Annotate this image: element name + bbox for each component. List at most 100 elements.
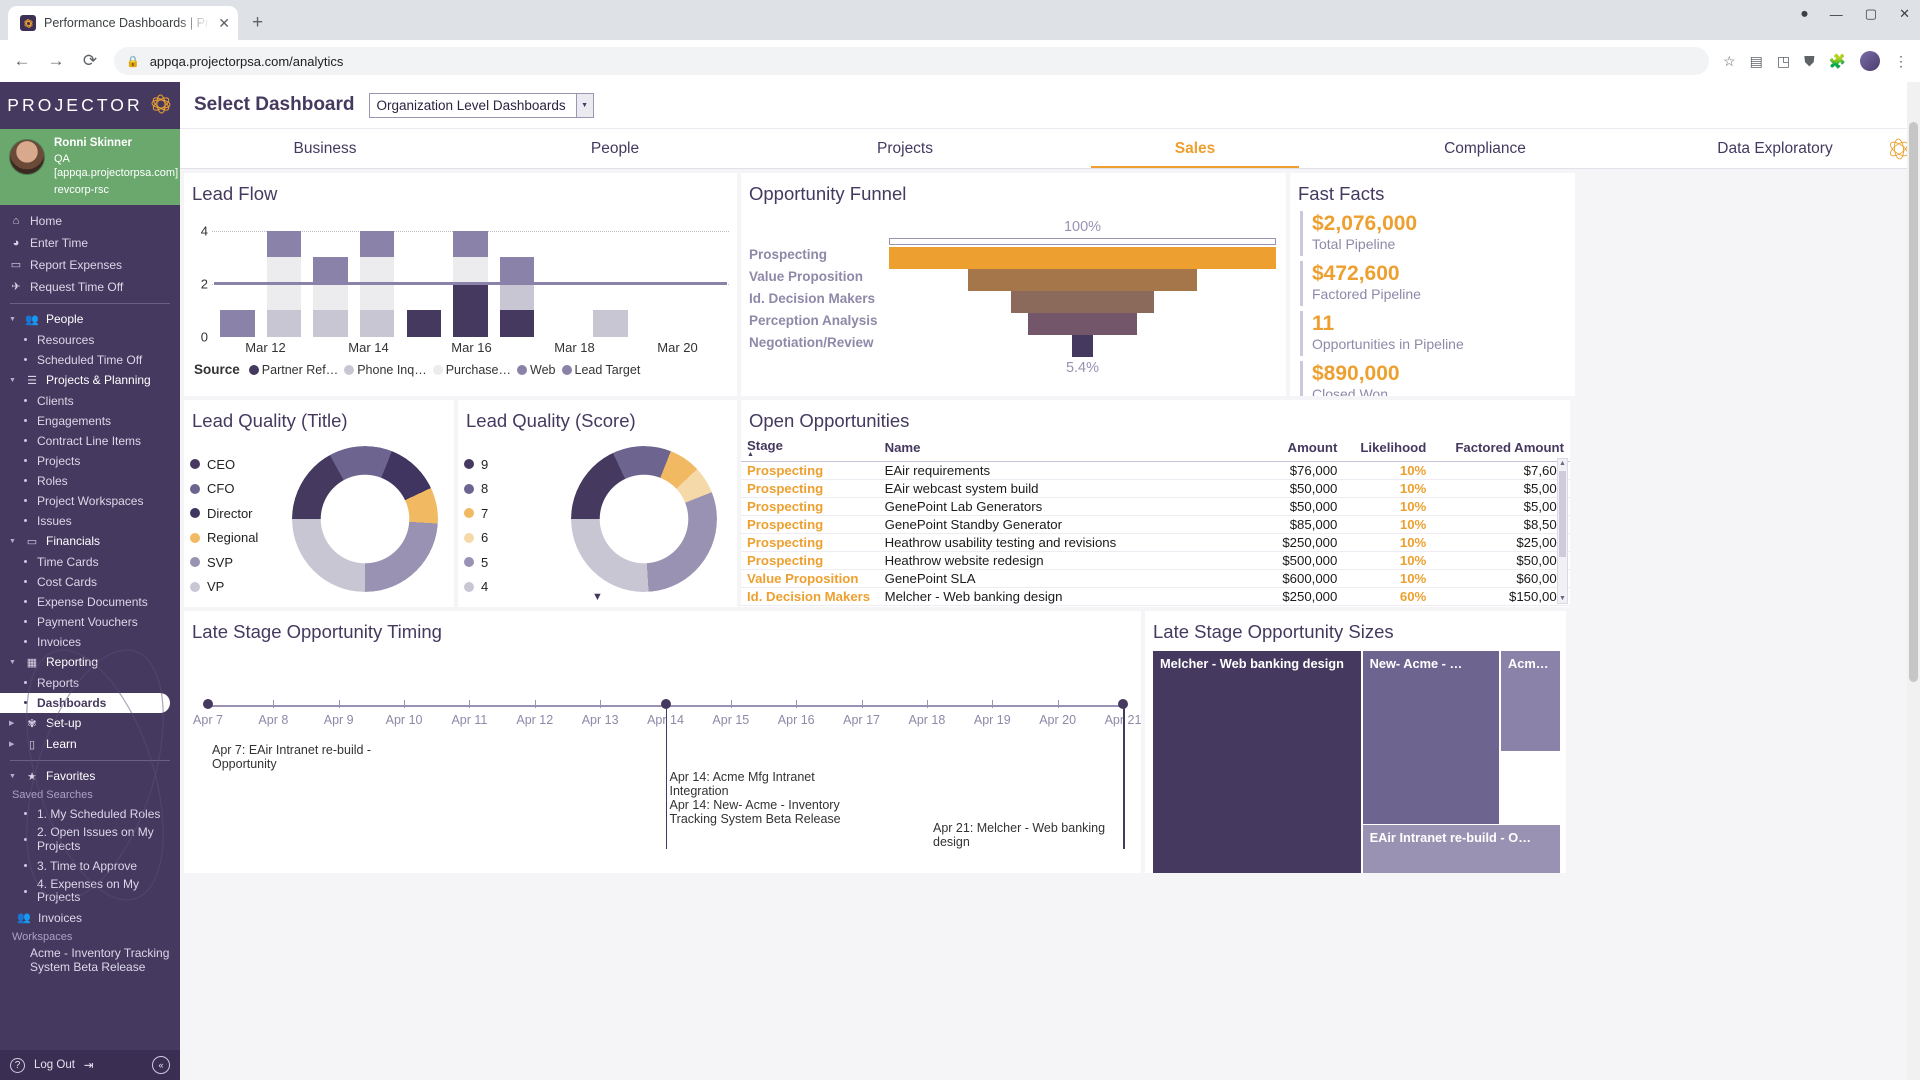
legend-item[interactable]: Partner Ref…: [248, 363, 338, 377]
table-row[interactable]: Id. Decision Makers Melcher - Web banking…: [741, 587, 1570, 606]
dashboard-select[interactable]: Organization Level Dashboards ▼: [368, 92, 594, 118]
tab-people[interactable]: People: [470, 129, 760, 168]
sidebar-item-request-time-off[interactable]: ✈ Request Time Off: [0, 276, 180, 298]
sidebar-item-resources[interactable]: Resources: [0, 330, 180, 350]
sidebar-item-report-expenses[interactable]: ▭ Report Expenses: [0, 254, 180, 276]
table-row[interactable]: Perception AnalysisAcme Mfg Intranet Int…: [741, 605, 1570, 607]
sidebar-item-enter-time[interactable]: ◕ Enter Time: [0, 232, 180, 254]
cast-icon[interactable]: ◳: [1776, 52, 1791, 69]
browser-tab[interactable]: Performance Dashboards | Proje ✕: [8, 6, 238, 40]
funnel-bar[interactable]: [889, 247, 1276, 269]
tab-data-exploratory[interactable]: Data Exploratory: [1630, 129, 1920, 168]
list-item[interactable]: 3. Time to Approve: [0, 856, 180, 876]
stacked-bar[interactable]: [266, 230, 302, 337]
sidebar-item-home[interactable]: ⌂ Home: [0, 210, 180, 232]
legend-item[interactable]: 5: [464, 550, 550, 575]
forward-icon[interactable]: →: [47, 51, 65, 70]
chevron-down-icon[interactable]: ▼: [575, 93, 593, 117]
treemap-cell[interactable]: New- Acme - …: [1362, 651, 1499, 825]
table-row[interactable]: Prospecting Heathrow usability testing an…: [741, 533, 1570, 552]
sidebar-item-projects[interactable]: Projects: [0, 451, 180, 471]
maximize-button[interactable]: ▢: [1864, 6, 1878, 21]
scrollbar-thumb[interactable]: [1559, 471, 1566, 557]
sidebar-item-dashboards[interactable]: Dashboards: [0, 692, 170, 713]
legend-item[interactable]: Director: [190, 501, 276, 526]
profile-indicator-icon[interactable]: ⏺: [1801, 6, 1808, 21]
close-tab-icon[interactable]: ✕: [218, 15, 230, 31]
sidebar-item-invoices[interactable]: 👥 Invoices: [0, 907, 180, 928]
column-header-name[interactable]: Name: [878, 436, 1255, 462]
close-window-button[interactable]: ✕: [1899, 6, 1910, 21]
legend-item[interactable]: Web: [517, 363, 556, 377]
sidebar-item-expense-documents[interactable]: Expense Documents: [0, 592, 180, 612]
funnel-bar[interactable]: [1010, 291, 1155, 313]
funnel-bar[interactable]: [1028, 313, 1137, 335]
column-header-likelihood[interactable]: Likelihood: [1343, 436, 1433, 462]
sidebar-group-favorites[interactable]: ▼ ★ Favorites: [0, 766, 180, 787]
chevron-right-icon[interactable]: ▶: [9, 741, 15, 749]
chevron-down-icon[interactable]: ▼: [9, 315, 16, 323]
table-row[interactable]: Prospecting EAir webcast system build $50,…: [741, 479, 1570, 498]
collapse-sidebar-button[interactable]: «: [152, 1056, 170, 1074]
wallet-icon[interactable]: ▤: [1749, 52, 1763, 69]
stacked-bar[interactable]: [406, 310, 442, 337]
treemap-cell[interactable]: Melcher - Web banking design: [1153, 651, 1361, 873]
stacked-bar[interactable]: [593, 310, 628, 337]
funnel-bar[interactable]: [968, 269, 1197, 291]
stacked-bar[interactable]: [220, 310, 255, 337]
profile-avatar[interactable]: [1860, 51, 1880, 71]
scroll-down-icon[interactable]: ▼: [1559, 595, 1566, 602]
table-row[interactable]: Prospecting GenePoint Lab Generators $50,0…: [741, 497, 1570, 516]
tab-sales[interactable]: Sales: [1050, 129, 1340, 168]
sidebar-item-payment-vouchers[interactable]: Payment Vouchers: [0, 612, 180, 632]
chevron-down-icon[interactable]: ▼: [9, 537, 16, 545]
legend-item[interactable]: 7: [464, 501, 550, 526]
address-bar[interactable]: 🔒 appqa.projectorpsa.com/analytics: [114, 47, 1710, 75]
sidebar-item-clients[interactable]: Clients: [0, 391, 180, 411]
legend-item[interactable]: CEO: [190, 452, 276, 477]
sidebar-group-set-up[interactable]: ▶ ✾ Set-up: [0, 713, 180, 734]
list-item[interactable]: 4. Expenses on My Projects: [0, 876, 180, 908]
sidebar-item-invoices[interactable]: Invoices: [0, 632, 180, 652]
table-scrollbar[interactable]: ▲ ▼: [1557, 458, 1568, 604]
sidebar-group-projects-planning[interactable]: ▼ ☰ Projects & Planning: [0, 370, 180, 391]
stacked-bar[interactable]: [499, 257, 535, 337]
column-header-factored-amount[interactable]: Factored Amount: [1432, 436, 1570, 462]
sidebar-item-time-cards[interactable]: Time Cards: [0, 552, 180, 572]
sidebar-item-scheduled-time-off[interactable]: Scheduled Time Off: [0, 350, 180, 370]
legend-item[interactable]: Lead Target: [561, 363, 640, 377]
extensions-icon[interactable]: 🧩: [1828, 52, 1846, 69]
back-icon[interactable]: ←: [13, 51, 31, 70]
table-row[interactable]: Prospecting Heathrow website redesign $500…: [741, 551, 1570, 570]
legend-item[interactable]: SVP: [190, 550, 276, 575]
new-tab-button[interactable]: +: [252, 12, 264, 33]
legend-item[interactable]: 4: [464, 575, 550, 600]
tab-business[interactable]: Business: [180, 129, 470, 168]
stacked-bar[interactable]: [453, 230, 488, 337]
column-header-stage[interactable]: Stage ▲: [741, 436, 879, 462]
table-row[interactable]: Value Proposition GenePoint SLA $600,000 10…: [741, 569, 1570, 588]
sidebar-item-reports[interactable]: Reports: [0, 673, 180, 693]
legend-item[interactable]: 9: [464, 452, 550, 477]
list-item[interactable]: 1. My Scheduled Roles: [0, 804, 180, 824]
user-profile-block[interactable]: Ronni Skinner QA [appqa.projectorpsa.com…: [0, 129, 180, 205]
logout-icon[interactable]: ⇥: [83, 1060, 94, 1072]
treemap-cell[interactable]: EAir Intranet re-build - O…: [1362, 825, 1560, 873]
page-scrollbar[interactable]: [1907, 82, 1920, 1080]
scroll-up-icon[interactable]: ▲: [1559, 460, 1566, 467]
legend-item[interactable]: 8: [464, 477, 550, 502]
legend-item[interactable]: CFO: [190, 477, 276, 502]
sidebar-group-financials[interactable]: ▼ ▭ Financials: [0, 531, 180, 552]
chevron-right-icon[interactable]: ▶: [9, 720, 15, 728]
list-item[interactable]: 2. Open Issues on My Projects: [0, 824, 180, 856]
chevron-down-icon[interactable]: ▼: [9, 376, 16, 384]
sidebar-group-people[interactable]: ▼ 👥 People: [0, 309, 180, 330]
sidebar-item-issues[interactable]: Issues: [0, 511, 180, 531]
logout-button[interactable]: Log Out: [34, 1059, 75, 1071]
sidebar-item-engagements[interactable]: Engagements: [0, 411, 180, 431]
sidebar-item-project-workspaces[interactable]: Project Workspaces: [0, 491, 180, 511]
legend-item[interactable]: Phone Inq…: [344, 363, 427, 377]
bookmark-star-icon[interactable]: ☆: [1723, 52, 1736, 69]
table-row[interactable]: Prospecting EAir requirements $76,000 10% $7…: [741, 461, 1570, 480]
tab-compliance[interactable]: Compliance: [1340, 129, 1630, 168]
